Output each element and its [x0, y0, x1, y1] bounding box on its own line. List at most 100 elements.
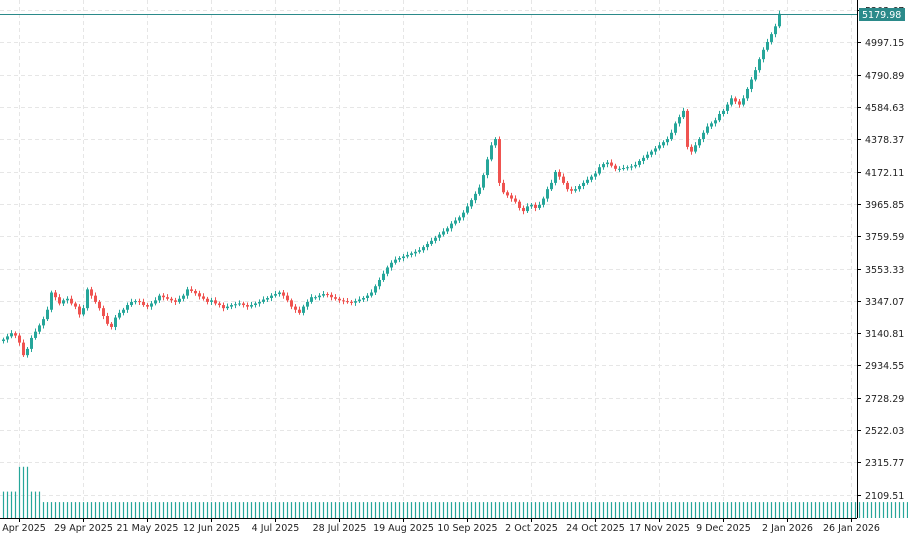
candle-body — [370, 293, 373, 296]
candle-body — [294, 307, 297, 310]
candle-body — [642, 158, 645, 161]
grid — [0, 0, 857, 518]
candle-body — [326, 294, 329, 295]
candle-body — [390, 263, 393, 268]
candle-body — [218, 303, 221, 305]
candle-body — [14, 333, 17, 335]
candle-body — [162, 296, 165, 298]
candle-body — [418, 250, 421, 252]
y-tick-label: 3347.07 — [865, 297, 904, 308]
candle-body — [74, 303, 77, 306]
y-tick-label: 3759.59 — [865, 232, 904, 243]
candle-body — [658, 145, 661, 148]
candle-body — [50, 293, 53, 310]
candle-body — [690, 147, 693, 152]
candle-body — [62, 300, 65, 303]
candle-body — [778, 14, 781, 27]
candle-body — [578, 186, 581, 189]
candle-body — [38, 325, 41, 331]
candle-body — [10, 333, 13, 336]
candle-body — [514, 199, 517, 202]
candle-body — [118, 313, 121, 318]
y-tick-label: 2728.29 — [865, 394, 904, 405]
candle-body — [682, 111, 685, 117]
candle-body — [486, 159, 489, 175]
candle-body — [758, 59, 761, 70]
candle-body — [282, 293, 285, 296]
candle-body — [602, 164, 605, 167]
candle-body — [582, 183, 585, 186]
candle-body — [266, 298, 269, 300]
candle-body — [66, 299, 69, 301]
candle-body — [174, 300, 177, 302]
candle-body — [442, 231, 445, 234]
y-tick-label: 2522.03 — [865, 426, 904, 437]
y-tick-label: 2315.77 — [865, 458, 904, 469]
candle-body — [138, 301, 141, 302]
candle-body — [678, 117, 681, 123]
candle-body — [274, 294, 277, 296]
candle-body — [98, 302, 101, 308]
candle-body — [142, 302, 145, 305]
candle-body — [542, 199, 545, 205]
candle-body — [538, 205, 541, 208]
candle-body — [670, 133, 673, 139]
candle-body — [286, 296, 289, 301]
x-tick-label: 9 Dec 2025 — [696, 523, 751, 534]
candle-body — [754, 70, 757, 79]
y-tick-label: 2109.51 — [865, 491, 904, 502]
x-tick-label: 4 Apr 2025 — [0, 523, 46, 534]
candle-body — [242, 303, 245, 305]
candle-body — [694, 145, 697, 151]
candle-body — [450, 224, 453, 229]
candle-body — [410, 253, 413, 255]
candle-body — [526, 206, 529, 211]
candle-body — [306, 302, 309, 307]
y-tick-label: 2934.55 — [865, 361, 904, 372]
y-tick-label: 4584.63 — [865, 103, 904, 114]
candle-body — [522, 208, 525, 211]
candle-body — [346, 301, 349, 302]
candle-body — [622, 168, 625, 169]
candle-body — [170, 299, 173, 301]
candle-body — [314, 297, 317, 298]
candle-body — [302, 307, 305, 313]
x-tick-label: 2 Oct 2025 — [505, 523, 558, 534]
candle-body — [262, 300, 265, 302]
x-tick-label: 24 Oct 2025 — [566, 523, 625, 534]
candle-body — [666, 139, 669, 142]
candle-body — [82, 308, 85, 314]
candle-body — [354, 301, 357, 303]
candle-body — [630, 166, 633, 167]
candle-body — [470, 200, 473, 206]
candle-body — [614, 166, 617, 169]
candle-body — [626, 167, 629, 168]
candle-body — [382, 274, 385, 280]
candle-body — [310, 297, 313, 302]
candle-body — [46, 310, 49, 319]
candle-body — [130, 302, 133, 305]
candle-body — [22, 343, 25, 356]
candle-body — [86, 289, 89, 308]
candle-body — [646, 155, 649, 158]
x-tick-label: 21 May 2025 — [117, 523, 179, 534]
candle-body — [58, 297, 61, 303]
candle-body — [482, 175, 485, 188]
candle-body — [530, 205, 533, 207]
candle-body — [498, 139, 501, 183]
x-tick-label: 29 Apr 2025 — [54, 523, 113, 534]
candle-body — [254, 303, 257, 305]
candle-body — [250, 305, 253, 307]
candle-body — [738, 101, 741, 104]
candle-body — [770, 34, 773, 42]
candle-body — [378, 280, 381, 286]
candle-body — [490, 145, 493, 159]
candle-body — [394, 260, 397, 263]
candle-body — [558, 172, 561, 177]
candle-body — [438, 235, 441, 238]
candle-body — [638, 161, 641, 165]
axes — [0, 0, 861, 522]
candle-body — [566, 183, 569, 189]
